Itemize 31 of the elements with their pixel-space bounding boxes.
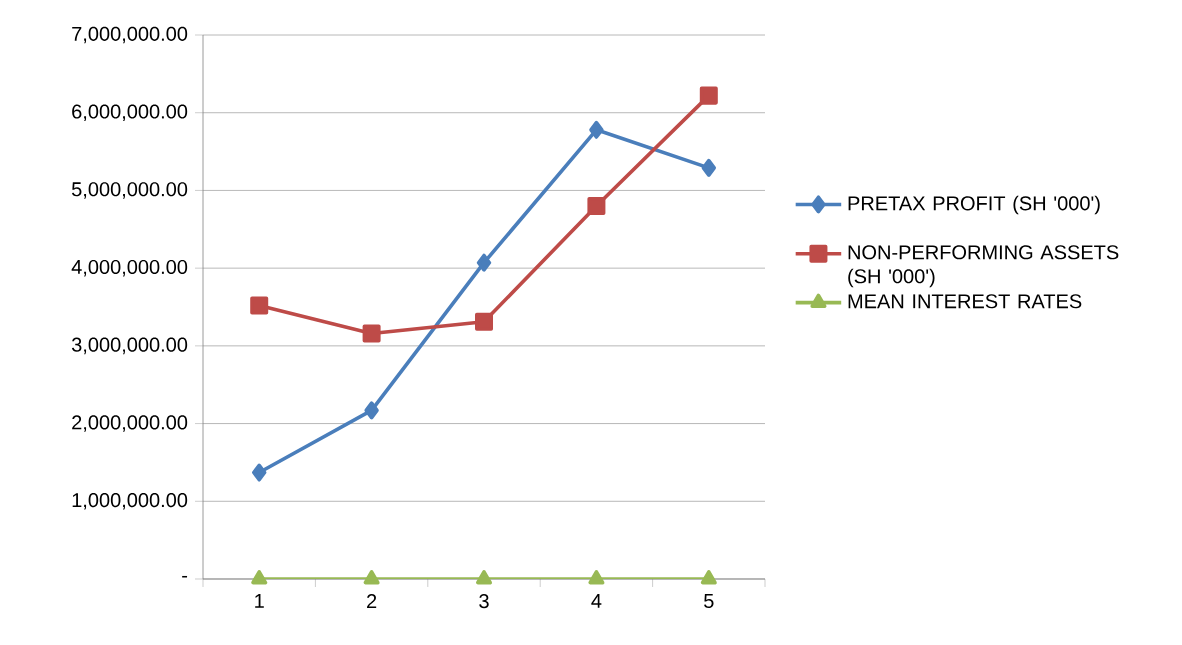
point xyxy=(587,196,606,215)
point xyxy=(252,463,267,482)
x-tick-label: 5 xyxy=(704,594,714,609)
y-tick-label: 7,000,000.00 xyxy=(72,26,188,44)
point xyxy=(475,570,493,585)
y-tick-label: - xyxy=(182,575,188,578)
y-tick-label: 6,000,000.00 xyxy=(72,104,188,121)
point xyxy=(700,570,717,585)
point xyxy=(364,401,379,420)
point xyxy=(362,324,381,343)
point xyxy=(588,570,605,585)
legend-label: PRETAX PROFIT (SH '000') xyxy=(848,195,1100,215)
y-tick-label: 5,000,000.00 xyxy=(71,182,188,199)
x-tick-label: 1 xyxy=(255,594,264,608)
point xyxy=(589,120,604,139)
legend-label: NON-PERFORMING ASSETS (SH '000') xyxy=(848,245,1119,288)
point xyxy=(363,570,380,585)
x-tick-label: 3 xyxy=(479,594,489,609)
y-tick-label: 4,000,000.00 xyxy=(71,259,188,277)
x-tick-label: 4 xyxy=(591,594,602,608)
point xyxy=(701,158,717,177)
point xyxy=(250,296,269,315)
y-tick-label: 3,000,000.00 xyxy=(71,337,188,355)
point xyxy=(251,570,268,585)
point xyxy=(475,312,494,331)
x-tick-label: 2 xyxy=(367,594,377,609)
point xyxy=(476,253,492,272)
y-tick-label: 1,000,000.00 xyxy=(72,493,188,510)
point xyxy=(699,86,718,105)
y-tick-label: 2,000,000.00 xyxy=(72,415,188,432)
legend-label: MEAN INTEREST RATES xyxy=(848,294,1082,309)
